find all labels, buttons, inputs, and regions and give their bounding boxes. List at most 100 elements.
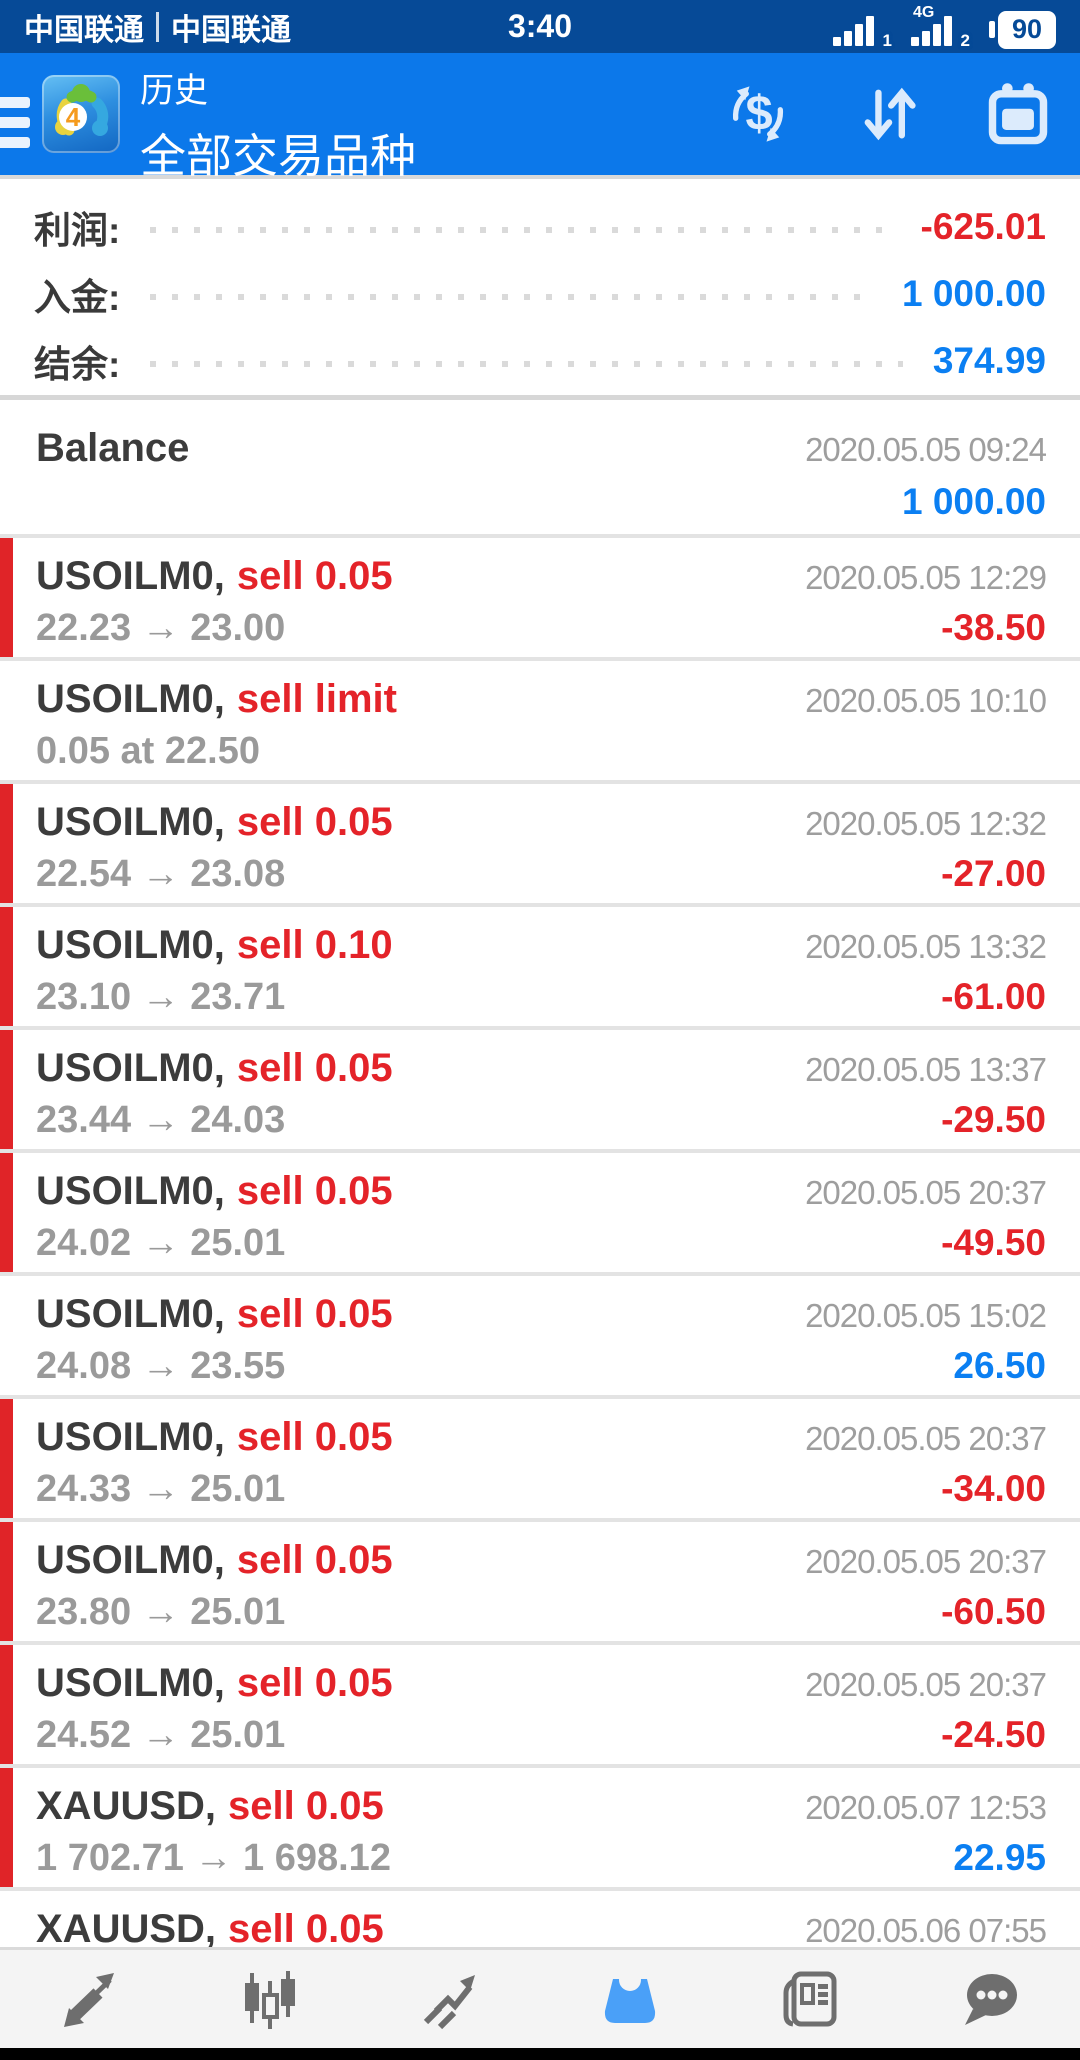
status-bar: 中国联通 中国联通 3:40 1 4G 2 90: [0, 0, 1080, 53]
summary-balance-row: 结余: 374.99: [34, 327, 1046, 394]
dotted-leader: [150, 226, 891, 233]
app-header: 4 历史 全部交易品种 $: [0, 53, 1080, 182]
trade-date: 2020.05.05 12:29: [805, 559, 1047, 596]
table-row[interactable]: USOILM0, sell 0.05 2020.05.05 20:37 24.33 …: [0, 1395, 1080, 1518]
trade-prices: 24.52 → 25.01: [36, 1714, 286, 1756]
table-row[interactable]: XAUUSD, sell 0.05 2020.05.06 07:55: [0, 1887, 1080, 2004]
trade-profit: -29.50: [941, 1099, 1046, 1140]
trade-prices: 1 702.71 → 1 698.12: [36, 1837, 391, 1879]
table-row[interactable]: USOILM0, sell 0.05 2020.05.05 12:29 22.23 …: [0, 534, 1080, 657]
balance-entry-row[interactable]: Balance 2020.05.05 09:24 1 000.00: [0, 400, 1080, 534]
sell-indicator: [0, 1522, 13, 1641]
trade-symbol: USOILM0,: [36, 1538, 225, 1582]
trade-side: sell 0.05: [236, 1292, 393, 1336]
trade-profit: -60.50: [941, 1591, 1046, 1632]
sell-indicator: [0, 538, 13, 657]
carrier-divider: [156, 11, 159, 42]
deposit-value: 1 000.00: [901, 272, 1046, 314]
menu-icon[interactable]: [0, 97, 30, 148]
trade-side: sell 0.10: [236, 923, 393, 967]
sort-icon[interactable]: [854, 80, 922, 148]
trade-symbol: USOILM0,: [36, 923, 225, 967]
trade-profit: -27.00: [941, 853, 1046, 894]
trade-date: 2020.05.05 13:37: [805, 1051, 1047, 1088]
table-row[interactable]: USOILM0, sell 0.05 2020.05.05 15:02 24.08 …: [0, 1272, 1080, 1395]
history-list: Balance 2020.05.05 09:24 1 000.00 USOILM…: [0, 400, 1080, 2004]
trade-prices: 24.33 → 25.01: [36, 1468, 286, 1510]
trade-prices: 0.05 at 22.50: [36, 730, 260, 772]
clock: 3:40: [507, 8, 573, 44]
trade-date: 2020.05.05 15:02: [805, 1297, 1047, 1334]
dotted-leader: [150, 293, 872, 300]
trade-profit: -61.00: [941, 976, 1046, 1017]
battery-icon: 90: [989, 10, 1056, 49]
history-icon[interactable]: [540, 1967, 720, 2031]
trade-date: 2020.05.05 20:37: [805, 1543, 1047, 1580]
charts-icon[interactable]: [180, 1967, 360, 2031]
trade-prices: 23.80 → 25.01: [36, 1591, 286, 1633]
trade-symbol: USOILM0,: [36, 1046, 225, 1090]
trade-symbol: USOILM0,: [36, 1292, 225, 1336]
account-summary: 利润: -625.01 入金: 1 000.00 结余: 374.99: [0, 179, 1080, 395]
profit-label: 利润:: [34, 209, 121, 251]
trade-symbol: USOILM0,: [36, 1169, 225, 1213]
svg-text:$: $: [745, 87, 772, 141]
table-row[interactable]: USOILM0, sell 0.05 2020.05.05 13:37 23.44 …: [0, 1026, 1080, 1149]
balance-value: 374.99: [932, 339, 1046, 381]
table-row[interactable]: USOILM0, sell limit 2020.05.05 10:10 0.05 …: [0, 657, 1080, 780]
table-row[interactable]: USOILM0, sell 0.05 2020.05.05 20:37 24.52 …: [0, 1641, 1080, 1764]
svg-text:4: 4: [66, 102, 81, 132]
balance-label: 结余:: [34, 343, 121, 385]
profit-value: -625.01: [920, 205, 1047, 247]
calendar-icon[interactable]: [984, 80, 1052, 148]
trade-side: sell 0.05: [236, 800, 393, 844]
trade-prices: 22.23 → 23.00: [36, 607, 286, 649]
trade-side: sell 0.05: [228, 1907, 384, 1951]
summary-deposit-row: 入金: 1 000.00: [34, 260, 1046, 327]
mt4-logo: 4: [42, 75, 120, 153]
trade-date: 2020.05.05 20:37: [805, 1420, 1047, 1457]
trade-symbol: XAUUSD,: [36, 1907, 217, 1951]
table-row[interactable]: USOILM0, sell 0.05 2020.05.05 20:37 24.02 …: [0, 1149, 1080, 1272]
symbol-filter-label[interactable]: 全部交易品种: [140, 130, 416, 182]
dotted-leader: [150, 360, 903, 367]
table-row[interactable]: USOILM0, sell 0.10 2020.05.05 13:32 23.10 …: [0, 903, 1080, 1026]
sell-indicator: [0, 1768, 13, 1887]
trade-date: 2020.05.05 13:32: [805, 928, 1047, 965]
table-row[interactable]: USOILM0, sell 0.05 2020.05.05 12:32 22.54 …: [0, 780, 1080, 903]
balance-entry-amount: 1 000.00: [901, 481, 1046, 522]
bottom-nav: [0, 1947, 1080, 2048]
trade-symbol: XAUUSD,: [36, 1784, 217, 1828]
trade-date: 2020.05.05 20:37: [805, 1174, 1047, 1211]
summary-profit-row: 利润: -625.01: [34, 193, 1046, 260]
sell-indicator: [0, 1645, 13, 1764]
section-divider: [0, 395, 1080, 400]
deposit-currency-icon[interactable]: $: [724, 80, 792, 148]
trade-side: sell 0.05: [236, 1046, 393, 1090]
trade-profit: -24.50: [941, 1714, 1046, 1755]
trade-prices: 23.10 → 23.71: [36, 976, 286, 1018]
trade-profit: -38.50: [941, 607, 1046, 648]
trade-prices: 24.02 → 25.01: [36, 1222, 286, 1264]
carrier-sim2: 中国联通: [171, 13, 291, 47]
balance-entry-label: Balance: [36, 426, 190, 470]
trade-icon[interactable]: [360, 1967, 540, 2031]
trade-symbol: USOILM0,: [36, 554, 225, 598]
trade-prices: 24.08 → 23.55: [36, 1345, 286, 1387]
sell-indicator: [0, 1399, 13, 1518]
table-row[interactable]: XAUUSD, sell 0.05 2020.05.07 12:53 1 702.7…: [0, 1764, 1080, 1887]
page-title: 历史: [140, 72, 208, 110]
news-icon[interactable]: [720, 1967, 900, 2031]
sell-indicator: [0, 784, 13, 903]
quotes-icon[interactable]: [0, 1967, 180, 2031]
balance-entry-date: 2020.05.05 09:24: [805, 431, 1047, 468]
carrier-sim1: 中国联通: [24, 13, 144, 47]
trade-profit: 22.95: [953, 1837, 1046, 1878]
chat-icon[interactable]: [900, 1967, 1080, 2031]
trade-date: 2020.05.05 20:37: [805, 1666, 1047, 1703]
sell-indicator: [0, 907, 13, 1026]
table-row[interactable]: USOILM0, sell 0.05 2020.05.05 20:37 23.80 …: [0, 1518, 1080, 1641]
sell-indicator: [0, 1153, 13, 1272]
trade-profit: 26.50: [953, 1345, 1046, 1386]
trade-symbol: USOILM0,: [36, 677, 225, 721]
